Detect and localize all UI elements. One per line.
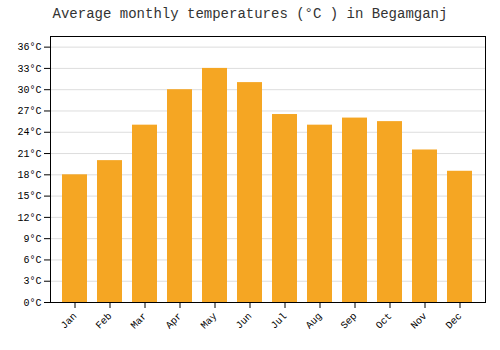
svg-text:Jul: Jul — [269, 311, 290, 332]
svg-text:Dec: Dec — [444, 311, 465, 332]
html-text:Average monthly temperatures (: Average monthly temperatures (°C ) in Be… — [52, 6, 448, 22]
svg-text:Jan: Jan — [59, 311, 80, 332]
svg-text:33°C: 33°C — [17, 64, 41, 75]
svg-text:0°C: 0°C — [23, 298, 41, 309]
svg-text:27°C: 27°C — [17, 106, 41, 117]
svg-text:Sep: Sep — [339, 311, 360, 332]
svg-text:36°C: 36°C — [17, 42, 41, 53]
svg-text:30°C: 30°C — [17, 85, 41, 96]
svg-text:Oct: Oct — [374, 311, 395, 332]
svg-text:Mar: Mar — [129, 311, 150, 332]
svg-text:6°C: 6°C — [23, 255, 41, 266]
svg-text:12°C: 12°C — [17, 213, 41, 224]
svg-text:15°C: 15°C — [17, 191, 41, 202]
svg-text:Nov: Nov — [409, 311, 430, 332]
svg-text:21°C: 21°C — [17, 149, 41, 160]
svg-text:Apr: Apr — [164, 311, 185, 332]
svg-text:Aug: Aug — [304, 311, 325, 332]
svg-text:18°C: 18°C — [17, 170, 41, 181]
svg-text:9°C: 9°C — [23, 234, 41, 245]
svg-text:May: May — [199, 311, 220, 332]
svg-text:Feb: Feb — [94, 311, 115, 332]
svg-text:24°C: 24°C — [17, 127, 41, 138]
svg-text:3°C: 3°C — [23, 276, 41, 287]
svg-text:Jun: Jun — [234, 311, 255, 332]
